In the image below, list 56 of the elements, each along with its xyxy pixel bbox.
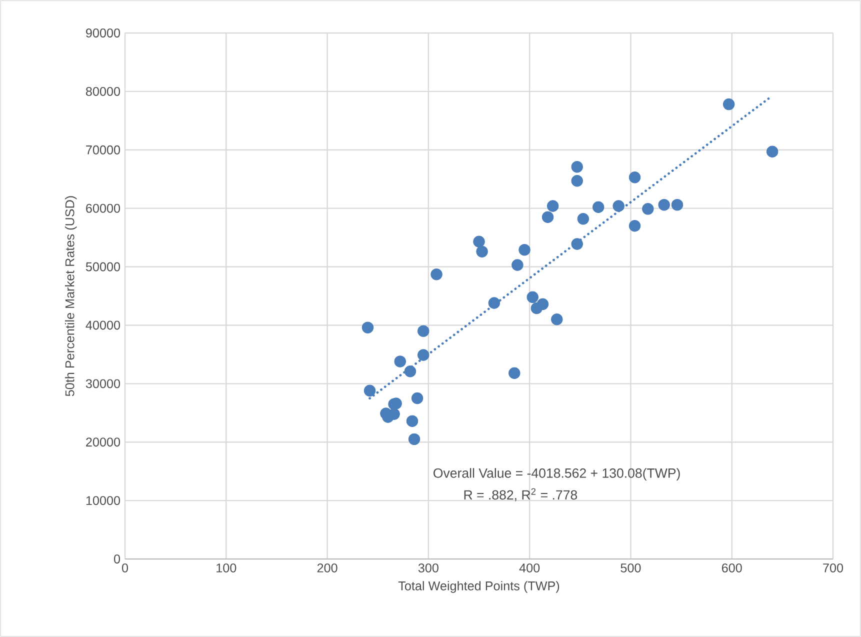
x-tick-label: 300 xyxy=(418,563,438,572)
point xyxy=(571,238,583,250)
y-tick-label: 40000 xyxy=(86,320,120,330)
point xyxy=(508,367,520,380)
x-tick-label: 200 xyxy=(317,563,338,572)
point xyxy=(526,291,538,304)
x-tick-label: 600 xyxy=(722,563,742,572)
point xyxy=(628,220,641,232)
point xyxy=(430,268,442,280)
point xyxy=(592,201,604,214)
point xyxy=(658,198,670,211)
annotation: Overall Value = -4018.562 + 130.08(TWP) xyxy=(434,468,680,480)
point xyxy=(362,322,374,334)
y-tick-label: 20000 xyxy=(86,438,120,447)
point xyxy=(418,325,430,337)
x-axis-title: Total Weighted Points (TWP) xyxy=(398,581,560,593)
x-tick-label: 100 xyxy=(216,563,236,572)
point xyxy=(542,211,554,223)
point xyxy=(612,200,624,212)
point xyxy=(671,198,684,211)
point xyxy=(628,171,641,184)
x-tick-label: 400 xyxy=(519,563,540,572)
point xyxy=(536,298,549,310)
y-tick-label: 50000 xyxy=(86,262,120,272)
point xyxy=(571,174,583,187)
y-tick-label: 0 xyxy=(114,554,120,564)
point xyxy=(406,415,418,427)
point xyxy=(418,349,430,361)
y-axis-title: 50th Percentile Market Rates (USD) xyxy=(65,196,77,396)
point xyxy=(473,236,485,248)
annotation: R = .882, R$^{2}$ = .778 xyxy=(464,488,578,502)
point xyxy=(411,392,424,404)
point xyxy=(408,433,420,446)
point xyxy=(364,384,376,397)
point xyxy=(512,259,524,271)
point xyxy=(551,314,563,326)
point xyxy=(571,160,583,173)
y-tick-label: 30000 xyxy=(86,379,120,388)
point xyxy=(488,297,500,309)
point xyxy=(642,203,654,215)
y-tick-label: 80000 xyxy=(86,86,120,96)
y-tick-label: 60000 xyxy=(86,204,120,213)
y-tick-label: 90000 xyxy=(86,28,120,38)
point xyxy=(404,366,416,378)
x-tick-label: 700 xyxy=(823,563,844,572)
point xyxy=(518,244,530,256)
x-tick-label: 500 xyxy=(620,563,641,572)
y-tick-label: 70000 xyxy=(86,145,120,154)
point xyxy=(476,246,488,258)
point xyxy=(577,212,590,225)
point xyxy=(546,200,559,212)
point xyxy=(394,356,406,368)
x-tick-label: 0 xyxy=(122,563,128,572)
point xyxy=(766,146,778,158)
y-tick-label: 10000 xyxy=(86,496,120,506)
point xyxy=(722,98,735,110)
